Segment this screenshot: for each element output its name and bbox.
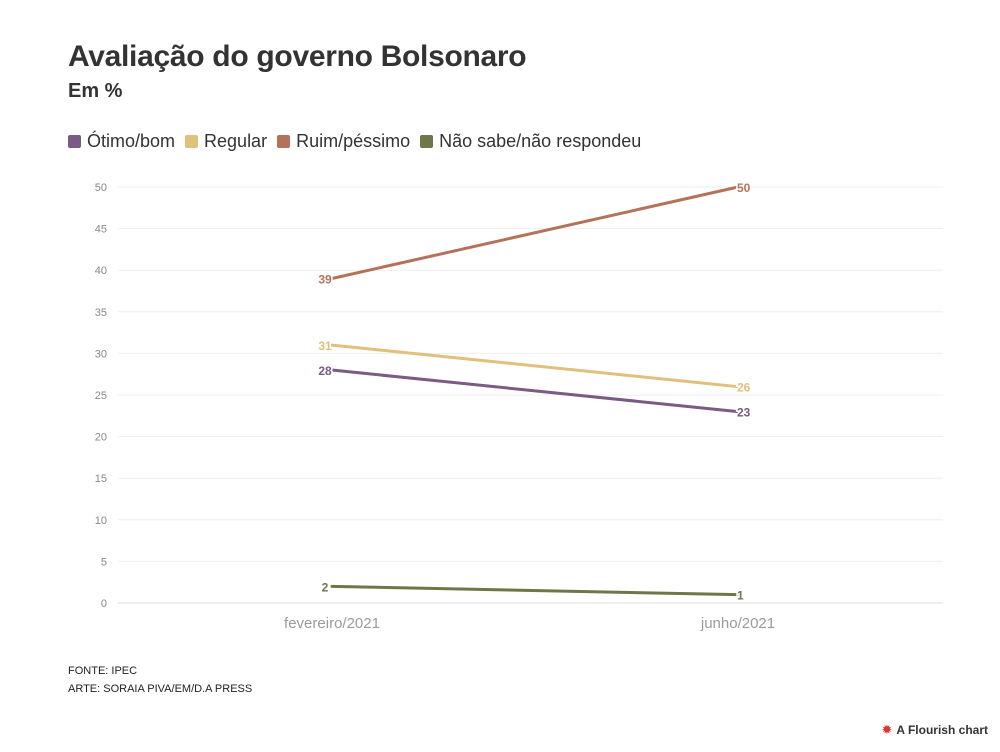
legend-swatch: [277, 135, 291, 148]
x-tick-label: fevereiro/2021: [284, 615, 380, 632]
data-label: 2: [322, 580, 329, 594]
art-credit: ARTE: SORAIA PIVA/EM/D.A PRESS: [68, 683, 253, 695]
y-tick-label: 20: [95, 432, 107, 444]
y-tick-label: 35: [95, 307, 107, 319]
legend-item-ruim-pessimo[interactable]: Ruim/péssimo: [277, 131, 410, 152]
legend-item-nao-sabe[interactable]: Não sabe/não respondeu: [420, 131, 641, 152]
y-tick-label: 40: [95, 265, 107, 277]
legend: Ótimo/bom Regular Ruim/péssimo Não sabe/…: [68, 131, 651, 152]
legend-swatch: [185, 135, 199, 148]
flourish-logo-icon: ✹: [881, 722, 893, 737]
data-label: 39: [318, 273, 332, 287]
data-label: 50: [737, 181, 751, 195]
credit-label: A Flourish chart: [896, 723, 988, 737]
chart-title: Avaliação do governo Bolsonaro: [68, 40, 527, 73]
data-label: 28: [318, 364, 332, 378]
legend-label: Ruim/péssimo: [296, 131, 411, 151]
series-line: [330, 584, 740, 597]
series-line: [330, 368, 740, 414]
data-label: 26: [737, 381, 751, 395]
y-tick-label: 15: [95, 473, 107, 485]
series-line: [330, 343, 740, 389]
y-tick-label: 10: [95, 515, 107, 527]
y-tick-label: 5: [101, 556, 107, 568]
x-tick-label: junho/2021: [700, 615, 775, 632]
legend-item-regular[interactable]: Regular: [185, 131, 267, 152]
legend-item-otimo-bom[interactable]: Ótimo/bom: [68, 131, 175, 152]
y-tick-label: 45: [95, 224, 107, 236]
flourish-credit[interactable]: ✹ A Flourish chart: [882, 722, 988, 738]
y-tick-label: 50: [95, 182, 107, 194]
y-tick-label: 25: [95, 390, 107, 402]
source-note: FONTE: IPEC: [68, 665, 138, 677]
data-label: 23: [737, 406, 751, 420]
legend-label: Não sabe/não respondeu: [439, 131, 642, 151]
y-tick-label: 30: [95, 348, 107, 360]
y-tick-label: 0: [101, 598, 107, 610]
chart-subtitle: Em %: [68, 80, 123, 102]
legend-swatch: [420, 135, 434, 148]
legend-swatch: [68, 135, 81, 148]
data-label: 1: [737, 589, 744, 603]
legend-label: Ótimo/bom: [87, 131, 176, 151]
legend-label: Regular: [204, 131, 268, 151]
series-line: [330, 185, 740, 281]
data-label: 31: [318, 339, 332, 353]
